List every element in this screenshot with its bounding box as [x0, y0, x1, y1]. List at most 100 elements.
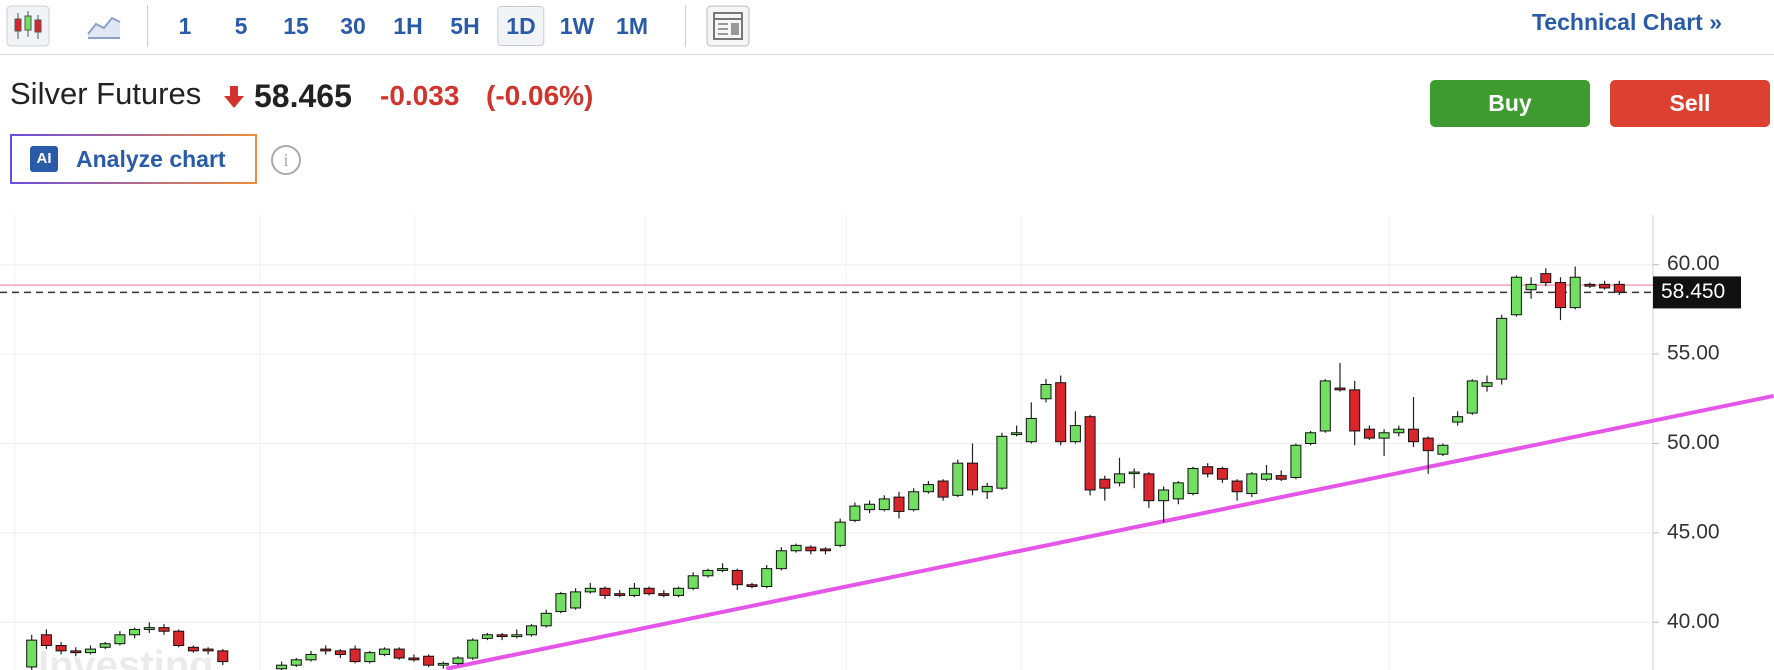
- candle-body: [334, 650, 346, 655]
- candle-body: [379, 648, 390, 655]
- candle-body: [1349, 389, 1361, 432]
- candle-body: [1099, 478, 1111, 489]
- candle-body: [526, 625, 537, 636]
- candle-body: [1466, 380, 1478, 414]
- candle-body: [1452, 416, 1464, 423]
- candle-body: [143, 627, 155, 630]
- candle-body: [320, 648, 332, 652]
- candle-body: [1525, 283, 1537, 291]
- candle-body: [1040, 383, 1052, 400]
- candle-body: [1363, 428, 1375, 439]
- candle-body: [26, 639, 38, 668]
- candle-body: [1540, 273, 1552, 284]
- candle-body: [1319, 380, 1331, 432]
- candle-body: [614, 593, 626, 596]
- interval-button[interactable]: 1M: [616, 13, 648, 39]
- candle-body: [1069, 425, 1081, 443]
- candle-body: [658, 593, 670, 596]
- candle-body: [55, 645, 67, 652]
- separator: [147, 5, 148, 47]
- candle-body: [290, 659, 302, 666]
- candle-body: [1128, 471, 1140, 475]
- candle-body: [364, 652, 376, 663]
- layout-icon[interactable]: [706, 5, 750, 47]
- change-percent: (-0.06%): [486, 80, 594, 111]
- buy-button[interactable]: Buy: [1430, 80, 1590, 127]
- candle-body: [775, 550, 787, 570]
- candle-body: [202, 648, 214, 652]
- candle-body: [908, 491, 920, 511]
- candle-body: [393, 648, 405, 659]
- last-price-label: 58.450: [1661, 280, 1725, 303]
- candle-body: [1305, 432, 1317, 444]
- instrument-title: Silver Futures: [10, 76, 202, 111]
- candle-body: [349, 648, 361, 663]
- candle-body: [467, 639, 479, 659]
- separator: [685, 5, 686, 47]
- candle-body: [217, 650, 229, 663]
- y-tick-label: 55.00: [1667, 342, 1720, 365]
- candle-body: [1334, 387, 1346, 391]
- candle-body: [584, 587, 596, 593]
- y-tick-label: 60.00: [1667, 252, 1720, 275]
- candle-body: [70, 650, 82, 654]
- candle-body: [820, 548, 831, 552]
- technical-chart-link[interactable]: Technical Chart »: [1531, 9, 1722, 35]
- candle-body: [1555, 282, 1566, 309]
- candle-body: [1055, 382, 1067, 443]
- candle-body: [129, 628, 141, 636]
- candle-body: [1231, 480, 1243, 493]
- y-tick-label: 40.00: [1667, 610, 1720, 633]
- last-price-box: [1653, 276, 1741, 309]
- candle-body: [599, 587, 611, 596]
- candle-body: [1187, 468, 1199, 495]
- candle-body: [922, 484, 934, 493]
- candle-body: [1172, 482, 1184, 500]
- ai-badge: AI: [30, 146, 58, 172]
- candle-body: [687, 575, 699, 589]
- candle-body: [1246, 473, 1258, 495]
- candle-body: [864, 503, 876, 511]
- candle-body: [717, 568, 729, 571]
- info-icon[interactable]: i: [271, 145, 301, 175]
- interval-button[interactable]: 5: [234, 13, 248, 39]
- interval-button[interactable]: 30: [340, 13, 366, 39]
- candle-body: [1202, 466, 1214, 475]
- sell-button[interactable]: Sell: [1610, 80, 1770, 127]
- candle-body: [1275, 475, 1287, 480]
- analyze-label: Analyze chart: [76, 146, 226, 172]
- candle-body: [173, 630, 185, 647]
- candle-body: [628, 587, 640, 596]
- interval-button[interactable]: 1H: [393, 13, 423, 39]
- candle-body: [40, 634, 52, 647]
- candle-body: [1084, 416, 1096, 491]
- candle-body: [1481, 382, 1493, 387]
- candle-body: [790, 544, 802, 552]
- candle-body: [511, 634, 523, 638]
- candle-body: [952, 462, 964, 496]
- interval-button[interactable]: 1D: [497, 6, 545, 46]
- y-tick-label: 50.00: [1667, 431, 1720, 454]
- candle-body: [555, 593, 567, 613]
- trendline: [445, 393, 1774, 670]
- down-arrow: [224, 86, 244, 108]
- interval-button[interactable]: 5H: [450, 13, 480, 39]
- candle-body: [1378, 432, 1390, 439]
- interval-button[interactable]: 15: [283, 13, 309, 39]
- candle-body: [1569, 276, 1581, 309]
- candle-body: [1496, 317, 1508, 380]
- analyze-button[interactable]: AI Analyze chart: [10, 134, 257, 184]
- candle-body: [878, 498, 890, 511]
- candle-body: [1584, 283, 1596, 287]
- candle-body: [114, 634, 126, 645]
- watermark: Investing: [38, 644, 214, 670]
- area-icon[interactable]: [86, 10, 122, 40]
- candle-body: [673, 587, 684, 596]
- candle-body: [1216, 468, 1228, 480]
- price: 58.465: [254, 78, 352, 114]
- interval-button[interactable]: 1: [178, 13, 192, 39]
- candle-icon[interactable]: [6, 5, 50, 47]
- interval-button[interactable]: 1W: [559, 13, 595, 39]
